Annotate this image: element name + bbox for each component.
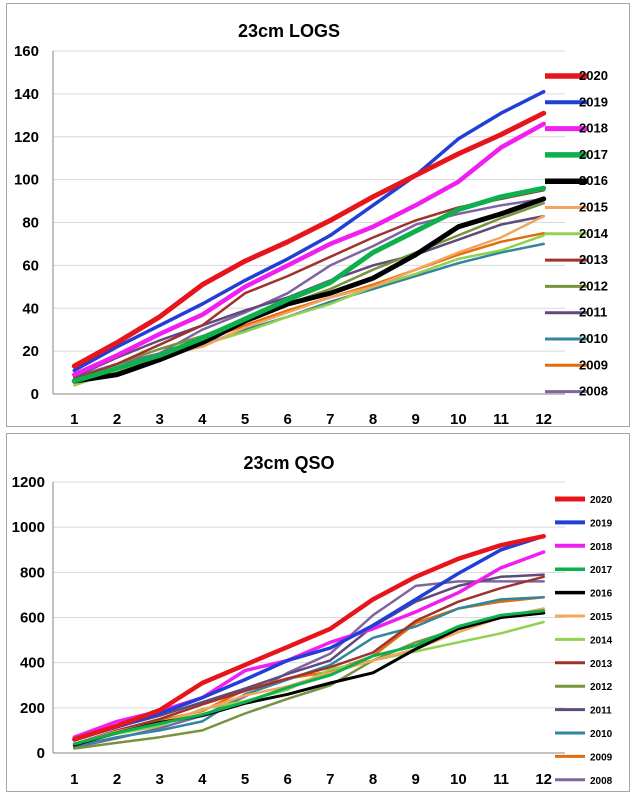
legend-label-2011: 2011 bbox=[579, 305, 607, 320]
x-tick-label: 1 bbox=[70, 771, 78, 788]
legend-label-2011: 2011 bbox=[590, 706, 612, 717]
y-tick-label: 0 bbox=[37, 745, 45, 762]
x-tick-label: 6 bbox=[283, 771, 291, 788]
series-line-2013 bbox=[73, 575, 545, 746]
y-tick-label: 60 bbox=[22, 257, 39, 274]
chart-title: 23cm LOGS bbox=[238, 21, 340, 41]
legend-label-2012: 2012 bbox=[579, 278, 608, 293]
series-line-2019 bbox=[72, 534, 546, 742]
x-tick-label: 4 bbox=[198, 411, 207, 426]
legend-label-2009: 2009 bbox=[590, 752, 613, 763]
legend-label-2019: 2019 bbox=[579, 94, 608, 109]
x-tick-label: 11 bbox=[493, 411, 509, 426]
y-tick-label: 1000 bbox=[12, 519, 45, 536]
legend-label-2008: 2008 bbox=[579, 384, 608, 399]
y-tick-label: 120 bbox=[14, 129, 39, 146]
y-tick-label: 200 bbox=[20, 700, 45, 717]
y-tick-label: 20 bbox=[22, 343, 39, 360]
legend-label-2012: 2012 bbox=[590, 682, 613, 693]
y-tick-label: 100 bbox=[14, 172, 39, 189]
legend-label-2016: 2016 bbox=[579, 173, 608, 188]
x-tick-label: 12 bbox=[535, 411, 552, 426]
legend-label-2010: 2010 bbox=[590, 729, 613, 740]
legend-label-2010: 2010 bbox=[579, 331, 608, 346]
x-tick-label: 10 bbox=[450, 771, 467, 788]
legend-label-2009: 2009 bbox=[579, 357, 608, 372]
x-tick-label: 2 bbox=[113, 771, 121, 788]
legend-label-2013: 2013 bbox=[579, 252, 608, 267]
y-tick-label: 80 bbox=[22, 215, 39, 232]
x-tick-label: 9 bbox=[411, 411, 419, 426]
y-tick-label: 140 bbox=[14, 86, 39, 103]
legend-label-2018: 2018 bbox=[579, 121, 608, 136]
y-tick-label: 160 bbox=[14, 43, 39, 60]
x-tick-label: 8 bbox=[369, 411, 377, 426]
legend-label-2019: 2019 bbox=[590, 518, 613, 529]
legend-label-2015: 2015 bbox=[590, 612, 613, 623]
x-tick-label: 3 bbox=[155, 771, 163, 788]
x-tick-label: 4 bbox=[198, 771, 207, 788]
qso-chart-panel: 23cm QSO 0 200 400 600 800 1000 1200 1 2 3 4 5 6 7 8 9 10… bbox=[6, 433, 630, 792]
legend-label-2020: 2020 bbox=[579, 68, 608, 83]
y-tick-label: 1200 bbox=[12, 474, 45, 491]
legend-label-2014: 2014 bbox=[590, 635, 613, 646]
x-tick-label: 7 bbox=[326, 771, 334, 788]
series-line-2008 bbox=[73, 580, 545, 749]
series-line-2018 bbox=[72, 550, 546, 739]
y-tick-label: 600 bbox=[20, 610, 45, 627]
x-tick-label: 12 bbox=[535, 771, 552, 788]
chart-title: 23cm QSO bbox=[243, 453, 334, 473]
series-line-2018 bbox=[72, 121, 546, 377]
x-tick-label: 10 bbox=[450, 411, 467, 426]
x-tick-label: 7 bbox=[326, 411, 334, 426]
y-tick-label: 40 bbox=[22, 300, 39, 317]
x-tick-label: 3 bbox=[155, 411, 163, 426]
series-line-2016 bbox=[71, 196, 547, 384]
series-line-2019 bbox=[72, 89, 546, 373]
series-line-2020 bbox=[72, 533, 546, 742]
y-tick-label: 400 bbox=[20, 655, 45, 672]
x-tick-label: 11 bbox=[493, 771, 509, 788]
legend-label-2008: 2008 bbox=[590, 776, 613, 787]
legend-label-2017: 2017 bbox=[590, 565, 613, 576]
series-line-2020 bbox=[71, 110, 547, 369]
legend-label-2014: 2014 bbox=[579, 226, 609, 241]
series-line-2017 bbox=[72, 609, 546, 746]
legend-label-2017: 2017 bbox=[579, 147, 608, 162]
x-tick-label: 8 bbox=[369, 771, 377, 788]
legend-label-2016: 2016 bbox=[590, 589, 613, 600]
x-tick-label: 5 bbox=[241, 771, 249, 788]
legend-label-2015: 2015 bbox=[579, 200, 608, 215]
x-tick-label: 6 bbox=[283, 411, 291, 426]
legend-label-2020: 2020 bbox=[590, 495, 613, 506]
x-tick-label: 9 bbox=[411, 771, 419, 788]
x-tick-label: 5 bbox=[241, 411, 249, 426]
x-tick-label: 1 bbox=[70, 411, 78, 426]
legend-label-2018: 2018 bbox=[590, 542, 613, 553]
legend-label-2013: 2013 bbox=[590, 659, 613, 670]
x-tick-label: 2 bbox=[113, 411, 121, 426]
logs-chart-panel: 23cm LOGS 0 20 40 60 80 100 120 140 160 1 2 3 4 5 6 7 8 9 1… bbox=[6, 3, 630, 427]
y-tick-label: 800 bbox=[20, 564, 45, 581]
y-tick-label: 0 bbox=[31, 386, 39, 403]
series-line-2017 bbox=[71, 185, 547, 384]
